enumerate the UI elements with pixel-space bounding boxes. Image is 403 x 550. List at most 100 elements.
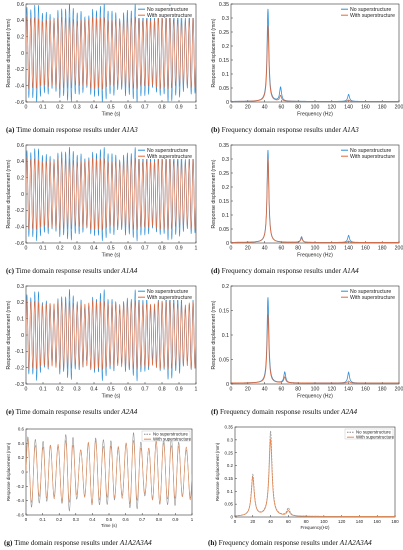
y-tick-label: 0.25 (224, 450, 233, 455)
x-tick-label: 0.8 (158, 387, 165, 393)
x-ticks: 0 20 40 60 80 100 120 140 160 180 (234, 515, 399, 524)
y-tick-label: -0.2 (15, 208, 24, 214)
x-tick-label: 200 (395, 387, 403, 393)
x-tick-label: 60 (279, 246, 285, 252)
x-tick-label: 0.4 (89, 517, 96, 522)
chart-f: 0 20 40 60 80 100 120 140 160 180 200 0 0.05 0.1 0.15 0… (205, 282, 403, 405)
x-tick-label: 0.2 (56, 517, 63, 522)
y-tick-label: 0.3 (227, 437, 234, 442)
x-tick-label: 0 (25, 246, 28, 252)
x-tick-label: 0.6 (124, 387, 131, 393)
x-tick-label: 0.7 (141, 105, 148, 111)
x-tick-label: 0.1 (39, 246, 46, 252)
x-ticks: 0 0.1 0.2 0.3 0.4 0.5 0.6 0.7 0.8 0.9 1 (25, 241, 198, 252)
y-tick-label: -0.4 (15, 83, 24, 89)
x-tick-label: 0 (234, 519, 237, 524)
x-axis-label: Time (s) (101, 523, 117, 528)
x-tick-label: 180 (378, 105, 387, 111)
legend-label: With superstructure (153, 437, 192, 442)
x-tick-label: 40 (262, 387, 268, 393)
series-with-superstructure (231, 25, 399, 102)
y-ticks: 0 0.05 0.1 0.15 0.2 0.25 0.3 0.35 (219, 2, 233, 106)
x-tick-label: 160 (361, 246, 370, 252)
x-tick-label: 40 (262, 246, 268, 252)
x-tick-label: 0.9 (175, 387, 182, 393)
series-group (26, 288, 196, 382)
legend-label: With superstructure (147, 154, 192, 160)
legend-label: With superstructure (356, 435, 395, 440)
y-tick-label: 0.6 (17, 2, 24, 8)
x-tick-label: 100 (311, 105, 320, 111)
caption-g: (g) Time domain response results under A… (4, 539, 152, 547)
x-tick-label: 160 (361, 387, 370, 393)
x-tick-label: 0.2 (56, 105, 63, 111)
axes-box (234, 426, 396, 518)
x-tick-label: 0.5 (107, 387, 114, 393)
legend-label: No superstructure (356, 430, 391, 435)
x-axis-label: Frequency (Hz) (297, 252, 333, 258)
series-group (231, 297, 399, 384)
series-with-superstructure (26, 299, 196, 370)
x-tick-label: 0 (230, 387, 233, 393)
legend-label: With superstructure (350, 13, 395, 19)
x-tick-label: 1 (195, 246, 198, 252)
legend-label: No superstructure (350, 289, 391, 295)
x-tick-label: 60 (279, 387, 285, 393)
x-tick-label: 80 (295, 105, 301, 111)
x-tick-label: 0.3 (73, 387, 80, 393)
legend-label: No superstructure (147, 7, 188, 13)
y-axis-label: Response displacement (mm) (6, 18, 12, 87)
x-tick-label: 0.1 (39, 387, 46, 393)
legend-label: No superstructure (350, 148, 391, 154)
x-tick-label: 0.4 (90, 387, 97, 393)
caption-c: (c) Time domain response results under A… (6, 267, 138, 275)
x-tick-label: 180 (378, 246, 387, 252)
x-tick-label: 0.6 (124, 246, 131, 252)
series-group (26, 4, 196, 102)
legend-box (136, 288, 194, 300)
y-tick-label: 0.6 (18, 427, 25, 432)
x-tick-label: 0.8 (158, 105, 165, 111)
y-tick-label: 0.3 (222, 157, 229, 163)
x-tick-label: 0.8 (158, 246, 165, 252)
y-axis-label: Response displacement (mm) (6, 300, 12, 369)
y-axis-label: Response displacement (mm) (6, 442, 11, 501)
legend-box (339, 147, 397, 159)
y-tick-label: 0.35 (224, 425, 233, 430)
y-tick-label: -0.1 (15, 349, 24, 355)
x-tick-label: 140 (344, 105, 353, 111)
x-tick-label: 0.2 (56, 387, 63, 393)
legend-box (136, 147, 194, 159)
axes-box (230, 3, 400, 103)
x-tick-label: 1 (195, 387, 198, 393)
x-ticks: 0 20 40 60 80 100 120 140 160 180 200 (230, 382, 403, 393)
plot-area: 0 0.1 0.2 0.3 0.4 0.5 0.6 0.7 0.8 0.9 1-0.6-0.4-0.… (6, 2, 198, 118)
x-axis-label: Time (s) (102, 111, 121, 117)
plot-area: 0 20 40 60 80 100 120 140 160 18000.050.10.150.20… (215, 425, 399, 530)
y-tick-label: 0.4 (17, 159, 24, 165)
x-tick-label: 120 (327, 246, 336, 252)
y-tick-label: -0.2 (15, 67, 24, 73)
x-tick-label: 180 (391, 519, 399, 524)
y-tick-label: 0.1 (227, 489, 234, 494)
caption-b: (b) Frequency domain response results un… (211, 126, 359, 134)
legend-box (141, 430, 191, 442)
x-tick-label: 160 (374, 519, 382, 524)
y-axis-label: Response displacement (mm) (211, 159, 217, 228)
x-tick-label: 40 (262, 105, 268, 111)
series-group (26, 431, 192, 512)
plot-area: 0 0.1 0.2 0.3 0.4 0.5 0.6 0.7 0.8 0.9 1-0.6-0.4-0.… (6, 427, 194, 528)
x-axis-label: Frequency (Hz) (297, 393, 333, 399)
legend-label: With superstructure (350, 154, 395, 160)
y-tick-label: 0.25 (219, 30, 229, 36)
x-axis-label: Frequency(Hz) (300, 525, 330, 530)
x-tick-label: 20 (250, 519, 255, 524)
y-tick-label: 0.1 (17, 316, 24, 322)
x-tick-label: 0.5 (107, 105, 114, 111)
y-tick-label: 0 (21, 51, 24, 57)
y-tick-label: 0.15 (219, 58, 229, 64)
y-tick-label: 0.2 (17, 175, 24, 181)
